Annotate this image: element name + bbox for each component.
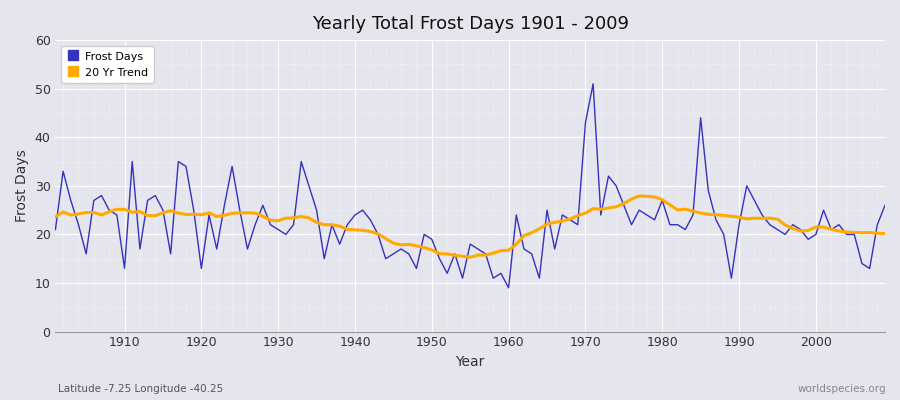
- 20 Yr Trend: [112, 207, 122, 212]
- Frost Days: [503, 286, 514, 290]
- 20 Yr Trend: [879, 231, 890, 236]
- 20 Yr Trend: [503, 248, 514, 253]
- Frost Days: [327, 222, 338, 227]
- Frost Days: [496, 271, 507, 276]
- 20 Yr Trend: [281, 216, 292, 220]
- 20 Yr Trend: [603, 206, 614, 210]
- Title: Yearly Total Frost Days 1901 - 2009: Yearly Total Frost Days 1901 - 2009: [311, 15, 629, 33]
- Frost Days: [511, 212, 522, 217]
- Text: Latitude -7.25 Longitude -40.25: Latitude -7.25 Longitude -40.25: [58, 384, 224, 394]
- Frost Days: [611, 184, 622, 188]
- Frost Days: [112, 212, 122, 217]
- 20 Yr Trend: [511, 242, 522, 247]
- Line: 20 Yr Trend: 20 Yr Trend: [56, 196, 885, 257]
- Frost Days: [281, 232, 292, 237]
- 20 Yr Trend: [327, 222, 338, 227]
- X-axis label: Year: Year: [455, 355, 485, 369]
- Frost Days: [879, 203, 890, 208]
- Frost Days: [50, 227, 61, 232]
- 20 Yr Trend: [50, 214, 61, 219]
- Line: Frost Days: Frost Days: [56, 84, 885, 288]
- Legend: Frost Days, 20 Yr Trend: Frost Days, 20 Yr Trend: [61, 46, 154, 83]
- Text: worldspecies.org: worldspecies.org: [798, 384, 886, 394]
- Frost Days: [588, 82, 598, 86]
- 20 Yr Trend: [464, 255, 475, 260]
- Y-axis label: Frost Days: Frost Days: [15, 150, 29, 222]
- 20 Yr Trend: [634, 194, 644, 198]
